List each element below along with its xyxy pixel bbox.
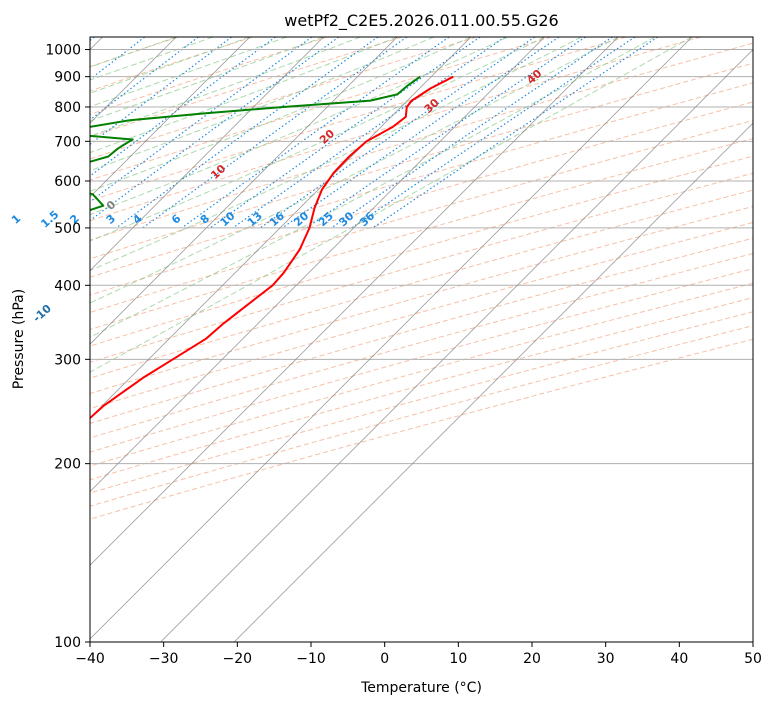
x-tick-label: 10 [449,651,467,667]
dry-adiabat-line [90,325,753,507]
moist-adiabat-line [90,37,693,373]
y-tick-label: 1000 [45,43,81,59]
x-tick-label: 40 [670,651,688,667]
isotherm-line [160,48,753,642]
y-tick-label: 800 [54,100,81,116]
moist-adiabat-line [90,37,508,216]
moist-adiabat-line [90,37,472,192]
dry-adiabat-line [90,37,701,222]
chart-title: wetPf2_C2E5.2026.011.00.55.G26 [284,11,558,31]
x-tick-label: −40 [75,651,105,667]
moist-adiabat-line [90,37,656,338]
y-tick-label: 500 [54,221,81,237]
dry-adiabat-line [90,37,552,181]
y-tick-label: 200 [54,457,81,473]
mixing-ratio-line [282,37,560,229]
moist-adiabat-line [90,37,214,81]
dry-adiabat-line [90,101,753,296]
moist-adiabat-line [90,37,324,122]
x-tick-label: −10 [296,651,326,667]
dry-adiabat-line [90,172,753,363]
y-axis-ticks: 100 200 300 400 500 600 700 800 900 1000 [45,43,90,651]
moist-adiabat-line [90,37,287,108]
y-tick-label: 900 [54,70,81,86]
dry-adiabat-line [90,221,753,410]
mixing-ratio-line [115,37,379,229]
dry-adiabat-line [90,119,753,314]
isotherm-lines [90,37,753,642]
pressure-grid [90,49,753,642]
isotherm-line [90,37,251,198]
moist-adiabat-line [90,37,545,242]
isotherm-line [90,37,619,566]
isotherm-line [90,37,693,640]
moist-adiabat-line [90,37,398,154]
moist-adiabat-line [90,37,619,304]
isotherm-line [90,37,398,345]
isotherm-line [90,37,545,493]
dry-adiabat-line [90,311,753,494]
y-tick-label: 400 [54,278,81,294]
dry-adiabat-line [90,338,753,520]
dry-adiabat-line [90,253,753,439]
isotherm-line [233,122,753,642]
dry-adiabat-line [90,62,753,260]
isotherm-line [90,37,324,272]
temperature-line [90,75,454,420]
x-tick-label: 30 [597,651,615,667]
dry-adiabat-line [90,282,753,467]
y-tick-label: 100 [54,635,81,651]
dry-adiabat-line [90,237,753,424]
dry-adiabat-line [90,297,753,481]
x-axis-ticks: −40 −30 −20 −10 0 10 20 30 40 50 [75,642,762,667]
y-tick-label: 600 [54,174,81,190]
x-tick-label: 20 [523,651,541,667]
mixing-ratio-line [90,37,339,222]
dry-adiabat-line [90,37,328,115]
plot-frame [89,36,754,643]
y-tick-label: 300 [54,352,81,368]
sounding-lines [90,75,454,420]
x-tick-label: −20 [223,651,253,667]
y-axis-label: Pressure (hPa) [11,289,27,389]
isotherm-line [90,37,472,419]
mixing-ratio-line [90,37,232,146]
x-tick-label: −30 [149,651,179,667]
dry-adiabat-line [90,37,403,138]
mixing-ratio-line [351,37,636,229]
moist-adiabat-line [90,37,251,94]
mixing-ratio-line [209,37,481,229]
mixing-ratio-line [90,37,199,121]
x-tick-label: 50 [744,651,762,667]
x-axis-label: Temperature (°C) [360,680,482,696]
dry-adiabat-line [90,37,627,202]
x-tick-label: 0 [380,651,389,667]
y-tick-label: 700 [54,134,81,150]
mixing-ratio-line [181,37,450,229]
dry-adiabat-line [90,137,753,330]
dry-adiabat-line [90,268,753,453]
